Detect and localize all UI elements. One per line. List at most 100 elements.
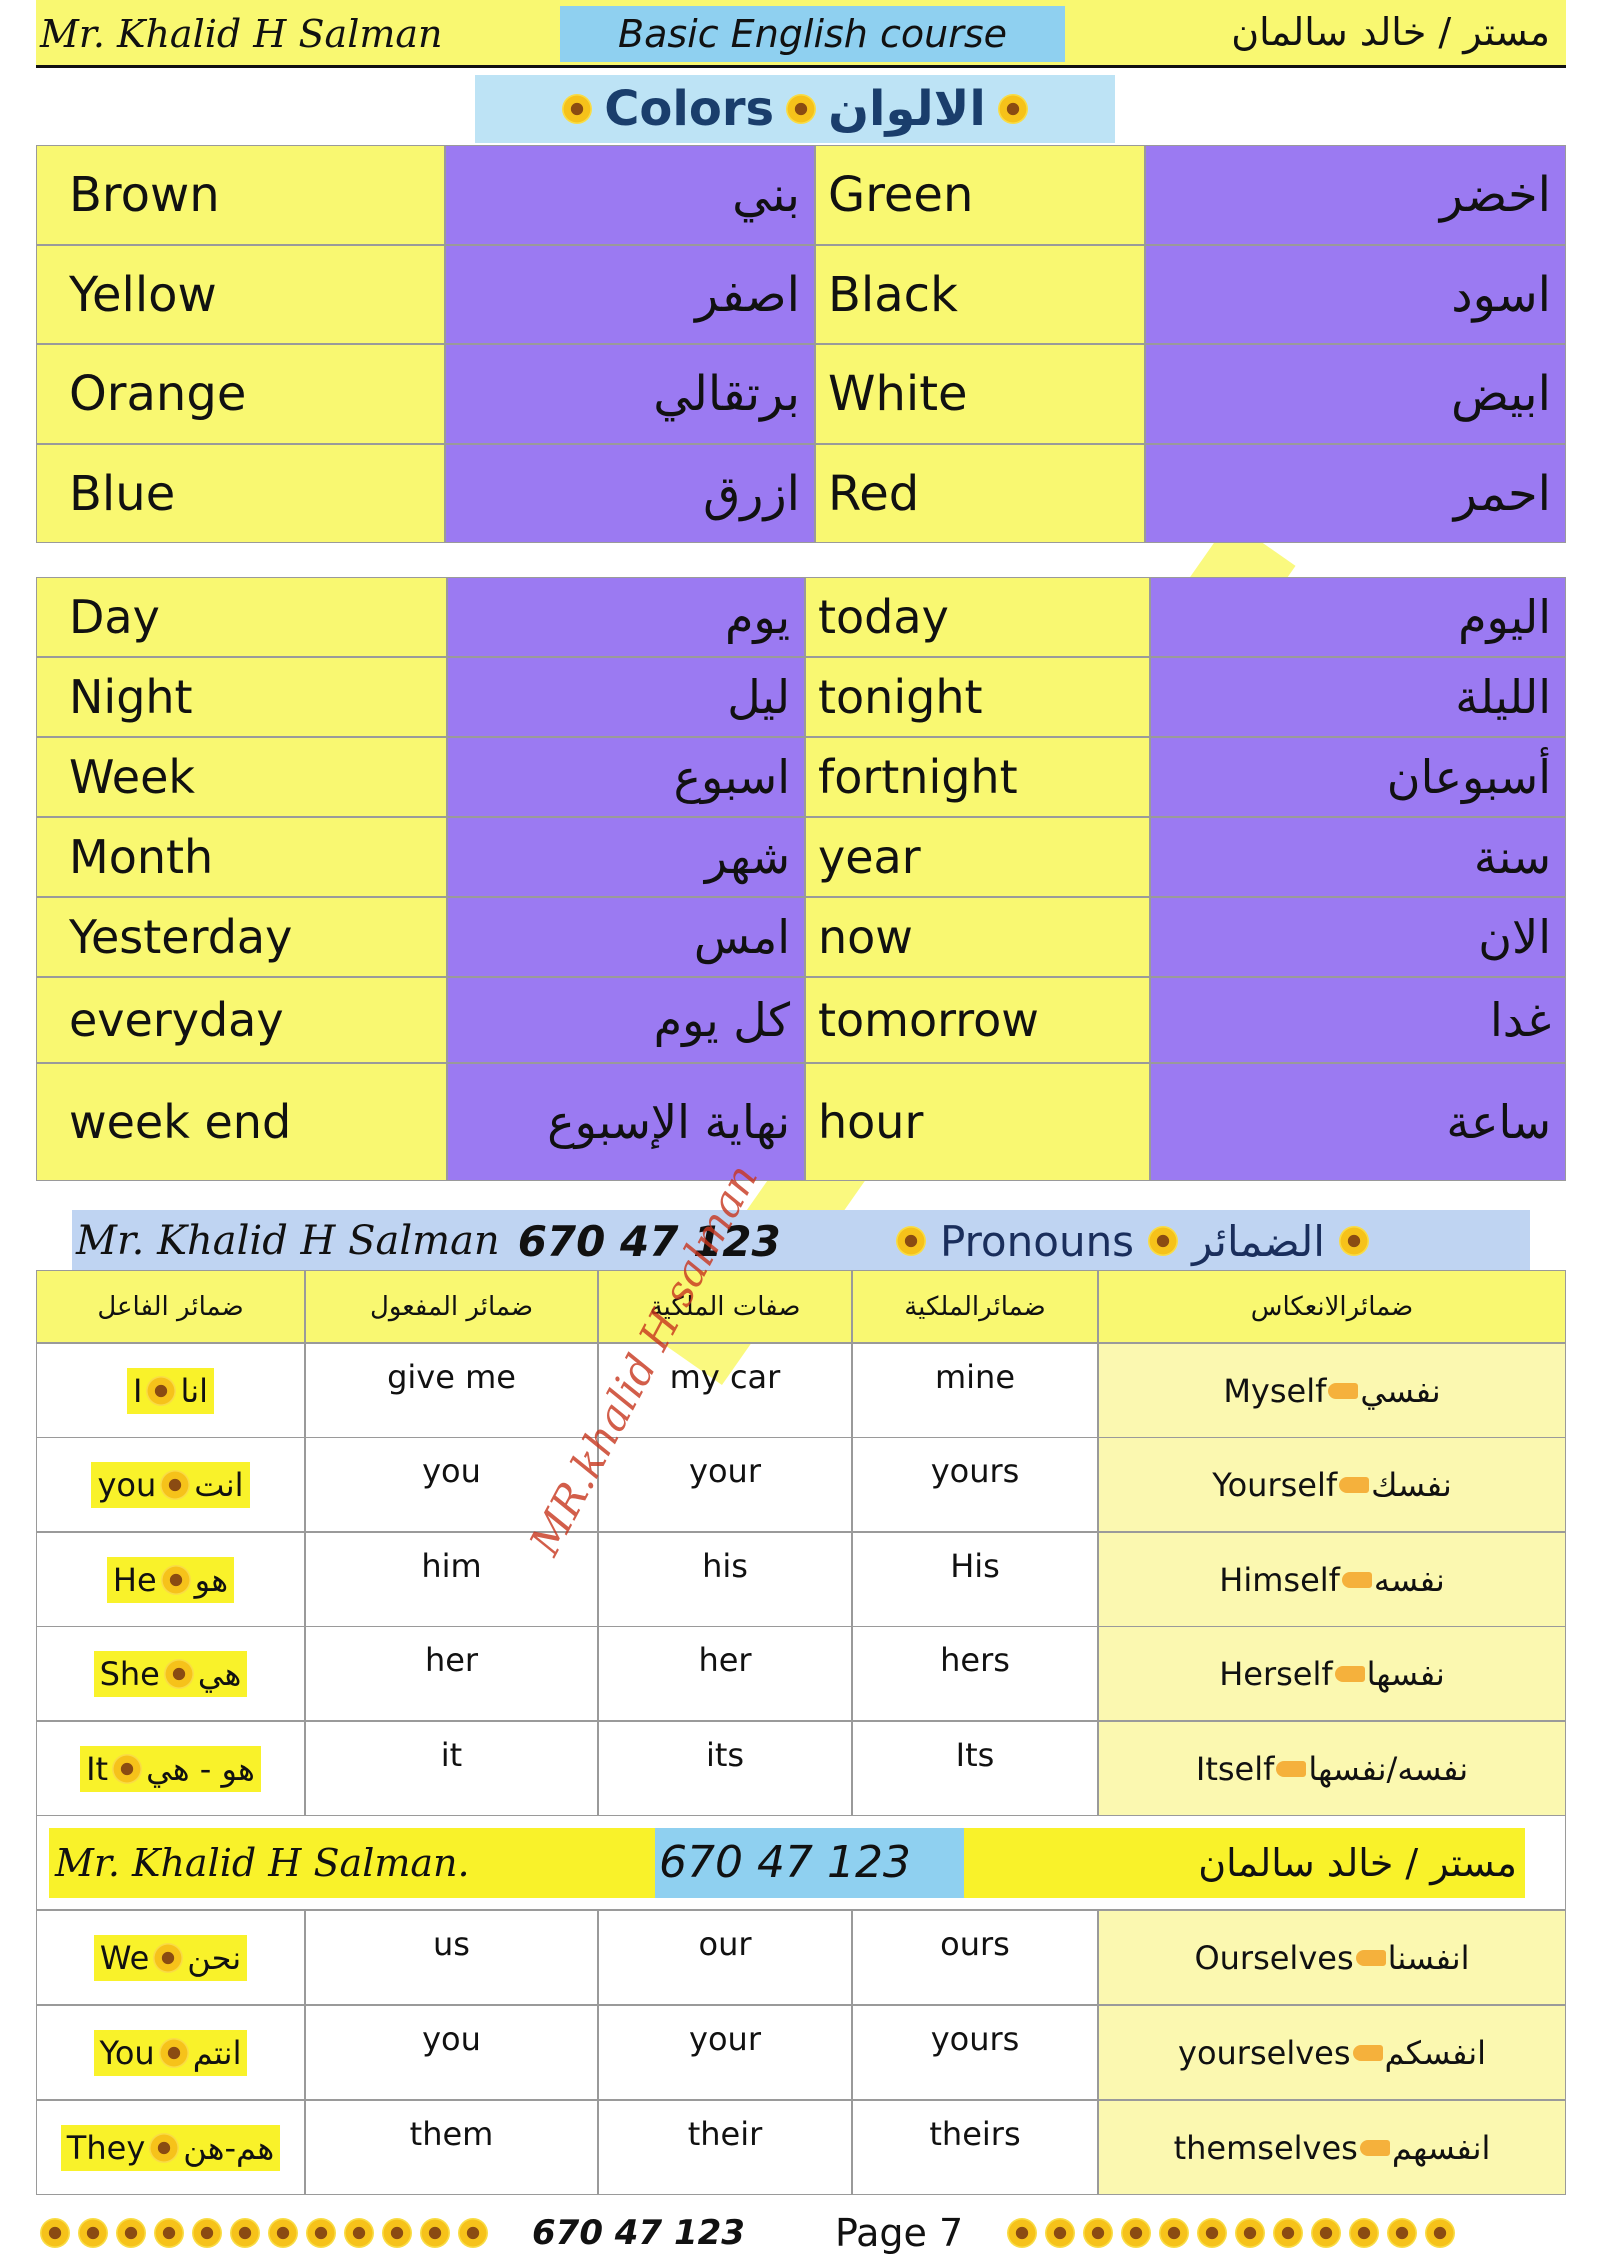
subject-highlight: I انا: [127, 1367, 214, 1414]
possessive-adjective-cell: their: [598, 2100, 852, 2195]
object: them: [409, 2115, 494, 2153]
possessive-pronoun: hers: [940, 1641, 1010, 1679]
flower-icon: [163, 1658, 194, 1689]
cell-text: Orange: [69, 366, 247, 422]
arabic-word: اسود: [1145, 245, 1566, 344]
english-word: Blue: [36, 444, 445, 543]
english-word: Yesterday: [36, 897, 447, 977]
header-course-text: Basic English course: [618, 12, 1007, 56]
pronoun-title-ar: الضمائر: [1192, 1216, 1325, 1266]
possessive-adjective: its: [705, 1736, 745, 1774]
arabic-word: اخضر: [1145, 145, 1566, 245]
reflexive-ar: انفسنا: [1387, 1938, 1470, 1977]
flower-icon: [1197, 2218, 1228, 2248]
object-cell: us: [305, 1910, 598, 2005]
banner: Mr. Khalid H Salman. 670 47 123 مستر / خال…: [49, 1827, 1525, 1898]
flower-icon: [562, 94, 593, 124]
arabic-word: اليوم: [1150, 577, 1566, 657]
hand-icon: [1355, 1949, 1386, 1966]
subject: It: [86, 1749, 109, 1788]
reflexive-cell: themselves انفسهم: [1098, 2100, 1566, 2195]
cell-text: week end: [69, 1095, 292, 1149]
flower-icon: [1083, 2218, 1114, 2248]
possessive-adjective-cell: its: [598, 1721, 852, 1816]
reflexive: Himself: [1219, 1560, 1340, 1599]
column-header: صفات الملكية: [598, 1270, 852, 1343]
footer-page: Page 7: [834, 2211, 964, 2255]
reflexive: themselves: [1173, 2128, 1358, 2167]
reflexive-ar: نفسي: [1360, 1371, 1441, 1410]
subject-highlight: He هو: [106, 1556, 235, 1603]
reflexive-cell: Herself نفسها: [1098, 1626, 1566, 1721]
pronoun-phone: 670 47 123: [517, 1216, 781, 1266]
cell-text: everyday: [69, 993, 284, 1047]
english-word: year: [805, 817, 1150, 897]
reflexive-cell: Itself نفسه/نفسها: [1098, 1721, 1566, 1816]
colors-title: Colors: [604, 81, 775, 137]
cell-text: Yesterday: [69, 910, 293, 964]
hand-icon: [1334, 1665, 1365, 1682]
cell-text: fortnight: [818, 750, 1018, 804]
subject: He: [112, 1560, 157, 1599]
cell-text: نهاية الإسبوع: [547, 1095, 790, 1149]
cell-text: اليوم: [1458, 590, 1551, 644]
reflexive: Yourself: [1212, 1465, 1338, 1504]
hand-icon: [1328, 1382, 1359, 1399]
header-name-ar: مستر / خالد سالمان: [1231, 10, 1550, 54]
reflexive-cell: yourselves انفسكم: [1098, 2005, 1566, 2100]
subject-cell: We نحن: [36, 1910, 305, 2005]
cell-text: ابيض: [1451, 366, 1551, 422]
cell-text: أسبوعان: [1386, 750, 1551, 804]
possessive-pronoun-cell: yours: [852, 2005, 1098, 2100]
cell-text: اخضر: [1439, 167, 1551, 223]
cell-text: Blue: [69, 465, 176, 522]
subject-ar: هو: [194, 1560, 229, 1599]
reflexive-cell: Myself نفسي: [1098, 1343, 1566, 1438]
cell-text: شهر: [704, 830, 790, 884]
cell-text: اسود: [1451, 266, 1551, 323]
cell-text: hour: [818, 1095, 924, 1149]
cell-text: امس: [693, 910, 790, 964]
object-cell: give me: [305, 1343, 598, 1438]
possessive-adjective: your: [689, 2020, 761, 2058]
object: you: [422, 1452, 481, 1490]
object: him: [421, 1547, 482, 1585]
object-cell: her: [305, 1626, 598, 1721]
subject: you: [97, 1465, 157, 1504]
possessive-pronoun-cell: theirs: [852, 2100, 1098, 2195]
reflexive-cell: Yourself نفسك: [1098, 1437, 1566, 1532]
hand-icon: [1276, 1760, 1307, 1777]
arabic-word: بني: [445, 145, 815, 245]
possessive-adjective-cell: her: [598, 1626, 852, 1721]
possessive-pronoun-cell: hers: [852, 1626, 1098, 1721]
flower-icon: [997, 94, 1028, 124]
cell-text: سنة: [1473, 830, 1551, 884]
possessive-pronoun: His: [950, 1547, 1000, 1585]
english-word: Red: [815, 444, 1145, 543]
hand-icon: [1341, 1571, 1372, 1588]
subject: They: [66, 2128, 146, 2167]
arabic-word: أسبوعان: [1150, 737, 1566, 817]
colors-title-box: Colors الالوان: [475, 75, 1115, 143]
reflexive-cell: Himself نفسه: [1098, 1532, 1566, 1627]
possessive-pronoun: yours: [930, 1452, 1020, 1490]
cell-text: اصفر: [695, 266, 800, 323]
cell-text: اسبوع: [673, 750, 790, 804]
flower-icon: [458, 2218, 488, 2248]
flower-icon: [40, 2218, 70, 2248]
subject: I: [133, 1371, 143, 1410]
arabic-word: نهاية الإسبوع: [447, 1063, 805, 1181]
subject-ar: انت: [194, 1465, 244, 1504]
cell-text: Black: [828, 266, 958, 323]
flower-icon: [116, 2218, 146, 2248]
possessive-adjective-cell: your: [598, 1437, 852, 1532]
possessive-adjective-cell: his: [598, 1532, 852, 1627]
cell-text: Month: [69, 830, 214, 884]
cell-text: كل يوم: [653, 993, 790, 1047]
english-word: week end: [36, 1063, 447, 1181]
cell-text: Week: [69, 750, 196, 804]
object-cell: it: [305, 1721, 598, 1816]
subject-cell: you انت: [36, 1437, 305, 1532]
cell-text: tonight: [818, 670, 983, 724]
subject-cell: You انتم: [36, 2005, 305, 2100]
